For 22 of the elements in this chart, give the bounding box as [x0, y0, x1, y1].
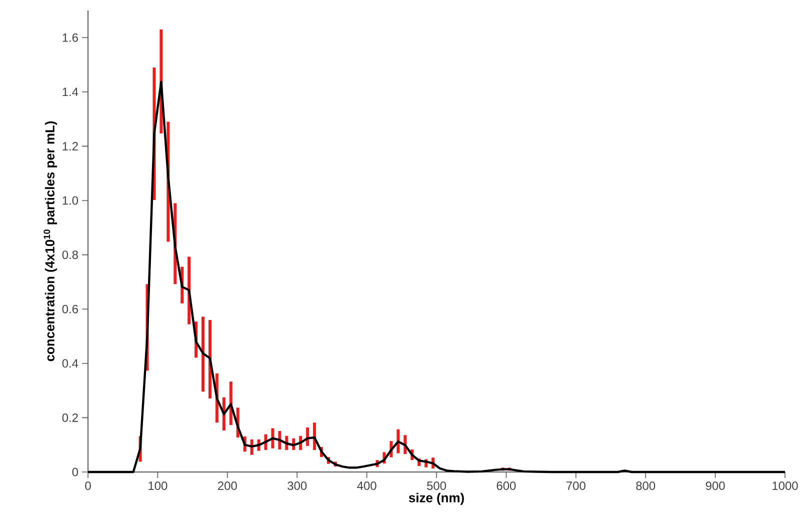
y-tick-label: 0.2	[62, 413, 78, 422]
x-tick-label: 700	[566, 482, 586, 490]
x-tick-label: 400	[357, 482, 376, 490]
y-tick-label: 0.4	[62, 359, 78, 368]
y-tick-label: 0	[72, 468, 78, 476]
y-tick-label: 0.6	[62, 304, 78, 314]
x-tick-label: 0	[85, 482, 91, 490]
x-tick-label: 1000	[772, 482, 798, 490]
x-tick-label: 100	[148, 482, 168, 490]
x-tick-label: 200	[218, 482, 237, 490]
y-tick-label: 1.2	[62, 142, 78, 150]
x-tick-label: 500	[427, 482, 446, 490]
x-tick-label: 600	[496, 482, 516, 490]
x-tick-label: 800	[636, 482, 656, 490]
y-tick-label: 1.4	[62, 88, 78, 96]
x-tick-label: 900	[706, 482, 725, 490]
y-tick-label: 0.8	[62, 250, 78, 260]
x-tick-label: 300	[288, 482, 307, 490]
x-axis-title: size (nm)	[408, 492, 464, 505]
y-axis-title: concentration (4x10$^{10}$ particles per mL)	[44, 121, 58, 362]
y-tick-label: 1.6	[62, 33, 78, 42]
y-tick-label: 1.0	[62, 196, 78, 205]
